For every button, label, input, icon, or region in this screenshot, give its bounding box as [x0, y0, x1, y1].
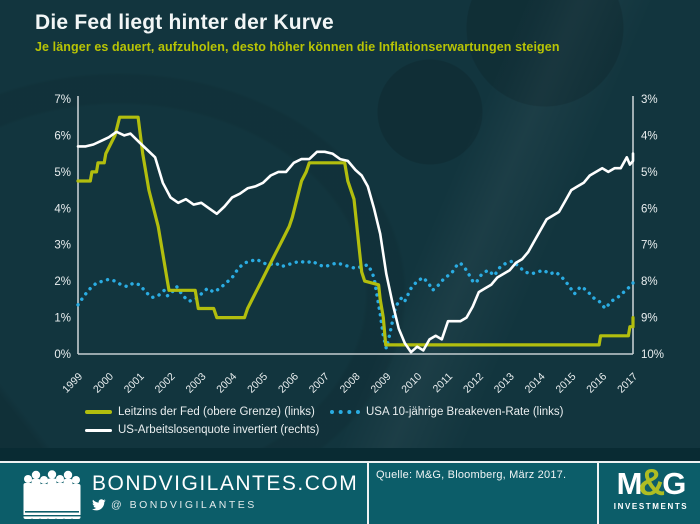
logo-letter-g: G: [662, 466, 686, 501]
brand-block: BONDVIGILANTES.COM @ BONDVIGILANTES: [92, 472, 358, 511]
svg-text:8%: 8%: [641, 276, 658, 288]
legend-item-unemployment: US-Arbeitslosenquote invertiert (rechts): [85, 423, 319, 437]
svg-text:4%: 4%: [54, 203, 71, 215]
svg-text:1%: 1%: [54, 313, 71, 325]
footer-divider-1: [367, 463, 369, 524]
logo-investments-label: INVESTMENTS: [613, 502, 689, 511]
line-chart: 7%6%5%4%3%2%1%0%3%4%5%6%7%8%9%10%1999 200…: [54, 94, 664, 396]
bondvigilantes-site-link[interactable]: BONDVIGILANTES.COM: [92, 472, 359, 495]
unemployment-line-swatch: [85, 428, 112, 432]
footer-banner: BONDVIGILANTES.COM @ BONDVIGILANTES Quel…: [0, 448, 700, 524]
svg-text:0%: 0%: [54, 349, 71, 361]
svg-text:2007: 2007: [307, 371, 332, 396]
svg-text:2004: 2004: [214, 371, 239, 396]
footer-divider-2: [597, 463, 599, 524]
twitter-bird-icon: [92, 499, 106, 511]
svg-text:4%: 4%: [641, 130, 658, 142]
twitter-handle: @ BONDVIGILANTES: [111, 499, 257, 511]
source-note: Quelle: M&G, Bloomberg, März 2017.: [376, 469, 567, 481]
svg-text:2017: 2017: [615, 371, 640, 396]
twitter-row[interactable]: @ BONDVIGILANTES: [92, 499, 358, 511]
legend-item-fed-rate: Leitzins der Fed (obere Grenze) (links): [85, 405, 315, 419]
svg-text:2002: 2002: [153, 371, 178, 396]
breakeven-dots-swatch: [330, 410, 360, 414]
svg-text:10%: 10%: [641, 349, 664, 361]
legend-label: US-Arbeitslosenquote invertiert (rechts): [118, 424, 320, 436]
svg-text:6%: 6%: [54, 130, 71, 142]
svg-text:5%: 5%: [641, 167, 658, 179]
footer-separator-line: [0, 461, 700, 463]
svg-text:2016: 2016: [584, 371, 609, 396]
svg-text:2014: 2014: [523, 371, 548, 396]
page-title: Die Fed liegt hinter der Kurve: [35, 11, 334, 34]
svg-text:3%: 3%: [641, 94, 658, 106]
svg-text:9%: 9%: [641, 313, 658, 325]
svg-text:7%: 7%: [641, 240, 658, 252]
fed-rate-line-swatch: [85, 410, 112, 414]
svg-text:5%: 5%: [54, 167, 71, 179]
svg-text:2012: 2012: [461, 371, 486, 396]
svg-text:3%: 3%: [54, 240, 71, 252]
svg-text:1999: 1999: [60, 371, 85, 396]
mg-investments-logo: M & G INVESTMENTS: [610, 464, 692, 511]
svg-text:7%: 7%: [54, 94, 71, 106]
svg-text:2003: 2003: [183, 371, 208, 396]
svg-text:2%: 2%: [54, 276, 71, 288]
chart-header: Die Fed liegt hinter der Kurve Je länger…: [35, 11, 560, 54]
legend-label: Leitzins der Fed (obere Grenze) (links): [118, 406, 315, 418]
footer-main-band: BONDVIGILANTES.COM @ BONDVIGILANTES Quel…: [0, 463, 700, 524]
svg-text:2015: 2015: [553, 371, 578, 396]
logo-letter-m: M: [616, 466, 643, 501]
svg-text:2005: 2005: [245, 371, 270, 396]
svg-text:2010: 2010: [399, 371, 424, 396]
legend-item-breakeven: USA 10-jährige Breakeven-Rate (links): [330, 405, 564, 419]
svg-text:2008: 2008: [338, 371, 363, 396]
crowd-silhouettes-icon: [22, 470, 82, 519]
svg-text:2009: 2009: [368, 371, 393, 396]
svg-text:2000: 2000: [91, 371, 116, 396]
svg-text:2006: 2006: [276, 371, 301, 396]
svg-text:2013: 2013: [492, 371, 517, 396]
logo-ampersand: &: [638, 462, 666, 503]
svg-text:6%: 6%: [641, 203, 658, 215]
page-subtitle: Je länger es dauert, aufzuholen, desto h…: [35, 40, 560, 54]
svg-text:2001: 2001: [122, 371, 147, 396]
svg-text:2011: 2011: [431, 371, 456, 396]
footer-dark-strip: [0, 448, 700, 461]
legend-label: USA 10-jährige Breakeven-Rate (links): [366, 406, 564, 418]
